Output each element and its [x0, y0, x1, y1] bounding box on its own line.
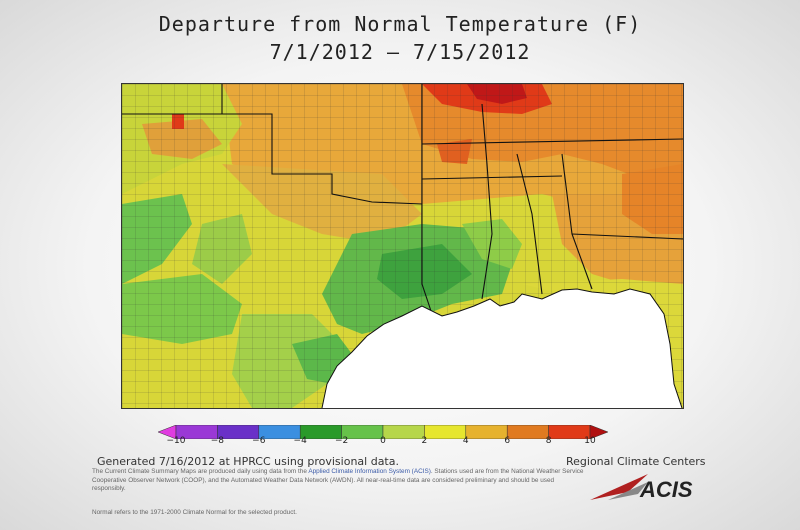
- acis-logo: ACIS: [590, 474, 693, 502]
- legend-tick-label: 6: [504, 436, 511, 446]
- legend-tick-label: −10: [166, 436, 186, 446]
- legend-tick-label: 4: [462, 436, 469, 446]
- disclaimer-post: . Stations used are from the National We…: [92, 468, 584, 493]
- legend-swatch: [424, 425, 467, 439]
- temperature-departure-map: [121, 83, 684, 409]
- acis-link[interactable]: Applied Climate Information System (ACIS…: [308, 468, 431, 475]
- disclaimer-pre: The Current Climate Summary Maps are pro…: [92, 468, 309, 475]
- regional-climate-centers-label: Regional Climate Centers: [566, 455, 706, 468]
- legend-tick-label: −6: [252, 436, 266, 446]
- generated-note: Generated 7/16/2012 at HPRCC using provi…: [97, 455, 399, 468]
- map-date-range: 7/1/2012 – 7/15/2012: [269, 40, 531, 64]
- legend-swatch: [382, 425, 425, 439]
- legend-tick-label: 10: [584, 436, 596, 446]
- land-shading: [122, 84, 683, 408]
- legend-tick-label: 2: [421, 436, 428, 446]
- acis-logo-text: ACIS: [639, 477, 693, 502]
- legend-tick-label: −8: [210, 436, 225, 446]
- legend-tick-label: 8: [545, 436, 552, 446]
- disclaimer-text: The Current Climate Summary Maps are pro…: [92, 468, 584, 494]
- legend-tick-label: 0: [380, 436, 386, 446]
- legend-tick-label: −4: [293, 436, 307, 446]
- normal-note: Normal refers to the 1971-2000 Climate N…: [92, 509, 297, 516]
- legend-swatch: [465, 425, 508, 439]
- legend-swatch: [506, 425, 549, 439]
- legend-tick-label: −2: [334, 436, 349, 446]
- legend-arrow-high: [589, 425, 608, 439]
- map-svg: [122, 84, 683, 408]
- color-legend: [158, 425, 608, 439]
- map-title: Departure from Normal Temperature (F): [158, 12, 642, 36]
